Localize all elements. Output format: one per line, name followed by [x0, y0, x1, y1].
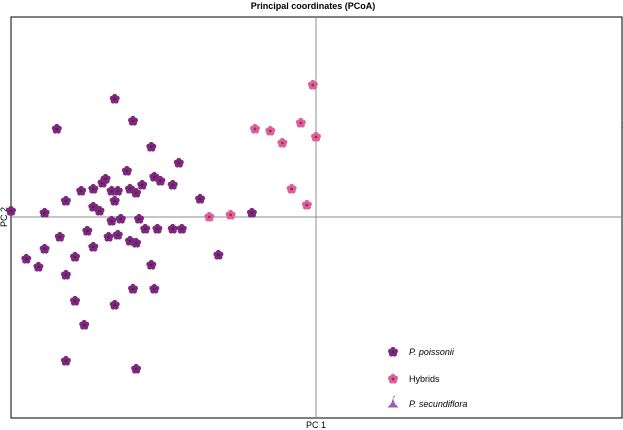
point-p-poissonii	[109, 93, 120, 104]
point-p-poissonii	[176, 223, 187, 234]
legend-label-hybrids: Hybrids	[409, 374, 440, 384]
legend: P. poissonii Hybrids P. secundiflora	[387, 346, 467, 409]
point-p-poissonii	[88, 241, 99, 252]
point-p-poissonii	[246, 207, 257, 218]
point-p-poissonii	[39, 207, 50, 218]
point-p-poissonii	[76, 185, 87, 196]
point-p-poissonii	[131, 237, 142, 248]
point-p-poissonii	[128, 283, 138, 294]
point-p-poissonii	[103, 231, 114, 242]
point-p-poissonii	[109, 195, 120, 206]
point-p-poissonii	[140, 223, 151, 234]
point-p-poissonii	[131, 187, 142, 198]
point-p-poissonii	[152, 223, 163, 234]
point-p-poissonii	[60, 355, 71, 366]
legend-marker-hybrids	[388, 373, 398, 384]
point-p-poissonii	[51, 123, 62, 134]
point-hybrids	[250, 123, 260, 134]
point-hybrids	[301, 199, 312, 210]
y-axis-label: PC 2	[0, 207, 9, 227]
point-hybrids	[277, 137, 288, 148]
legend-label-p-poissonii: P. poissonii	[409, 347, 455, 357]
point-p-poissonii	[167, 179, 178, 190]
point-p-poissonii	[60, 269, 71, 280]
chart-title: Principal coordinates (PCoA)	[251, 1, 376, 11]
point-p-poissonii	[100, 173, 111, 184]
point-p-poissonii	[33, 261, 44, 272]
point-p-poissonii	[131, 363, 142, 374]
point-p-poissonii	[146, 141, 157, 152]
point-p-poissonii	[79, 319, 90, 330]
point-p-poissonii	[134, 213, 145, 224]
point-p-poissonii	[137, 179, 148, 190]
point-p-poissonii	[149, 171, 160, 182]
legend-label-p-secundiflora: P. secundiflora	[409, 399, 467, 409]
point-hybrids	[295, 117, 306, 128]
point-p-poissonii	[60, 195, 71, 206]
point-p-poissonii	[70, 251, 80, 262]
point-p-poissonii	[106, 215, 117, 226]
point-hybrids	[204, 211, 215, 222]
point-p-poissonii	[121, 165, 132, 176]
point-p-poissonii	[94, 205, 105, 216]
point-p-poissonii	[149, 283, 160, 294]
x-axis-label: PC 1	[306, 420, 326, 430]
point-p-poissonii	[213, 249, 224, 260]
point-p-poissonii	[82, 225, 93, 236]
point-hybrids	[311, 131, 321, 142]
legend-marker-p-poissonii	[388, 346, 398, 357]
point-p-poissonii	[109, 299, 120, 310]
point-hybrids	[265, 125, 276, 136]
scatter-points	[6, 79, 623, 374]
legend-marker-p-secundiflora	[387, 395, 399, 408]
point-p-poissonii	[112, 229, 123, 240]
point-p-poissonii	[112, 185, 123, 196]
point-p-poissonii	[21, 253, 32, 264]
point-p-poissonii	[54, 231, 65, 242]
point-p-poissonii	[88, 183, 99, 194]
point-p-poissonii	[70, 295, 80, 306]
point-p-poissonii	[195, 193, 206, 204]
point-p-poissonii	[167, 223, 178, 234]
point-hybrids	[307, 79, 318, 90]
point-p-poissonii	[173, 157, 184, 168]
point-p-poissonii	[146, 259, 157, 270]
point-hybrids	[286, 183, 297, 194]
point-p-poissonii	[39, 243, 50, 254]
point-p-poissonii	[128, 115, 138, 126]
point-hybrids	[225, 209, 236, 220]
point-p-poissonii	[6, 205, 16, 216]
point-p-poissonii	[115, 213, 126, 224]
